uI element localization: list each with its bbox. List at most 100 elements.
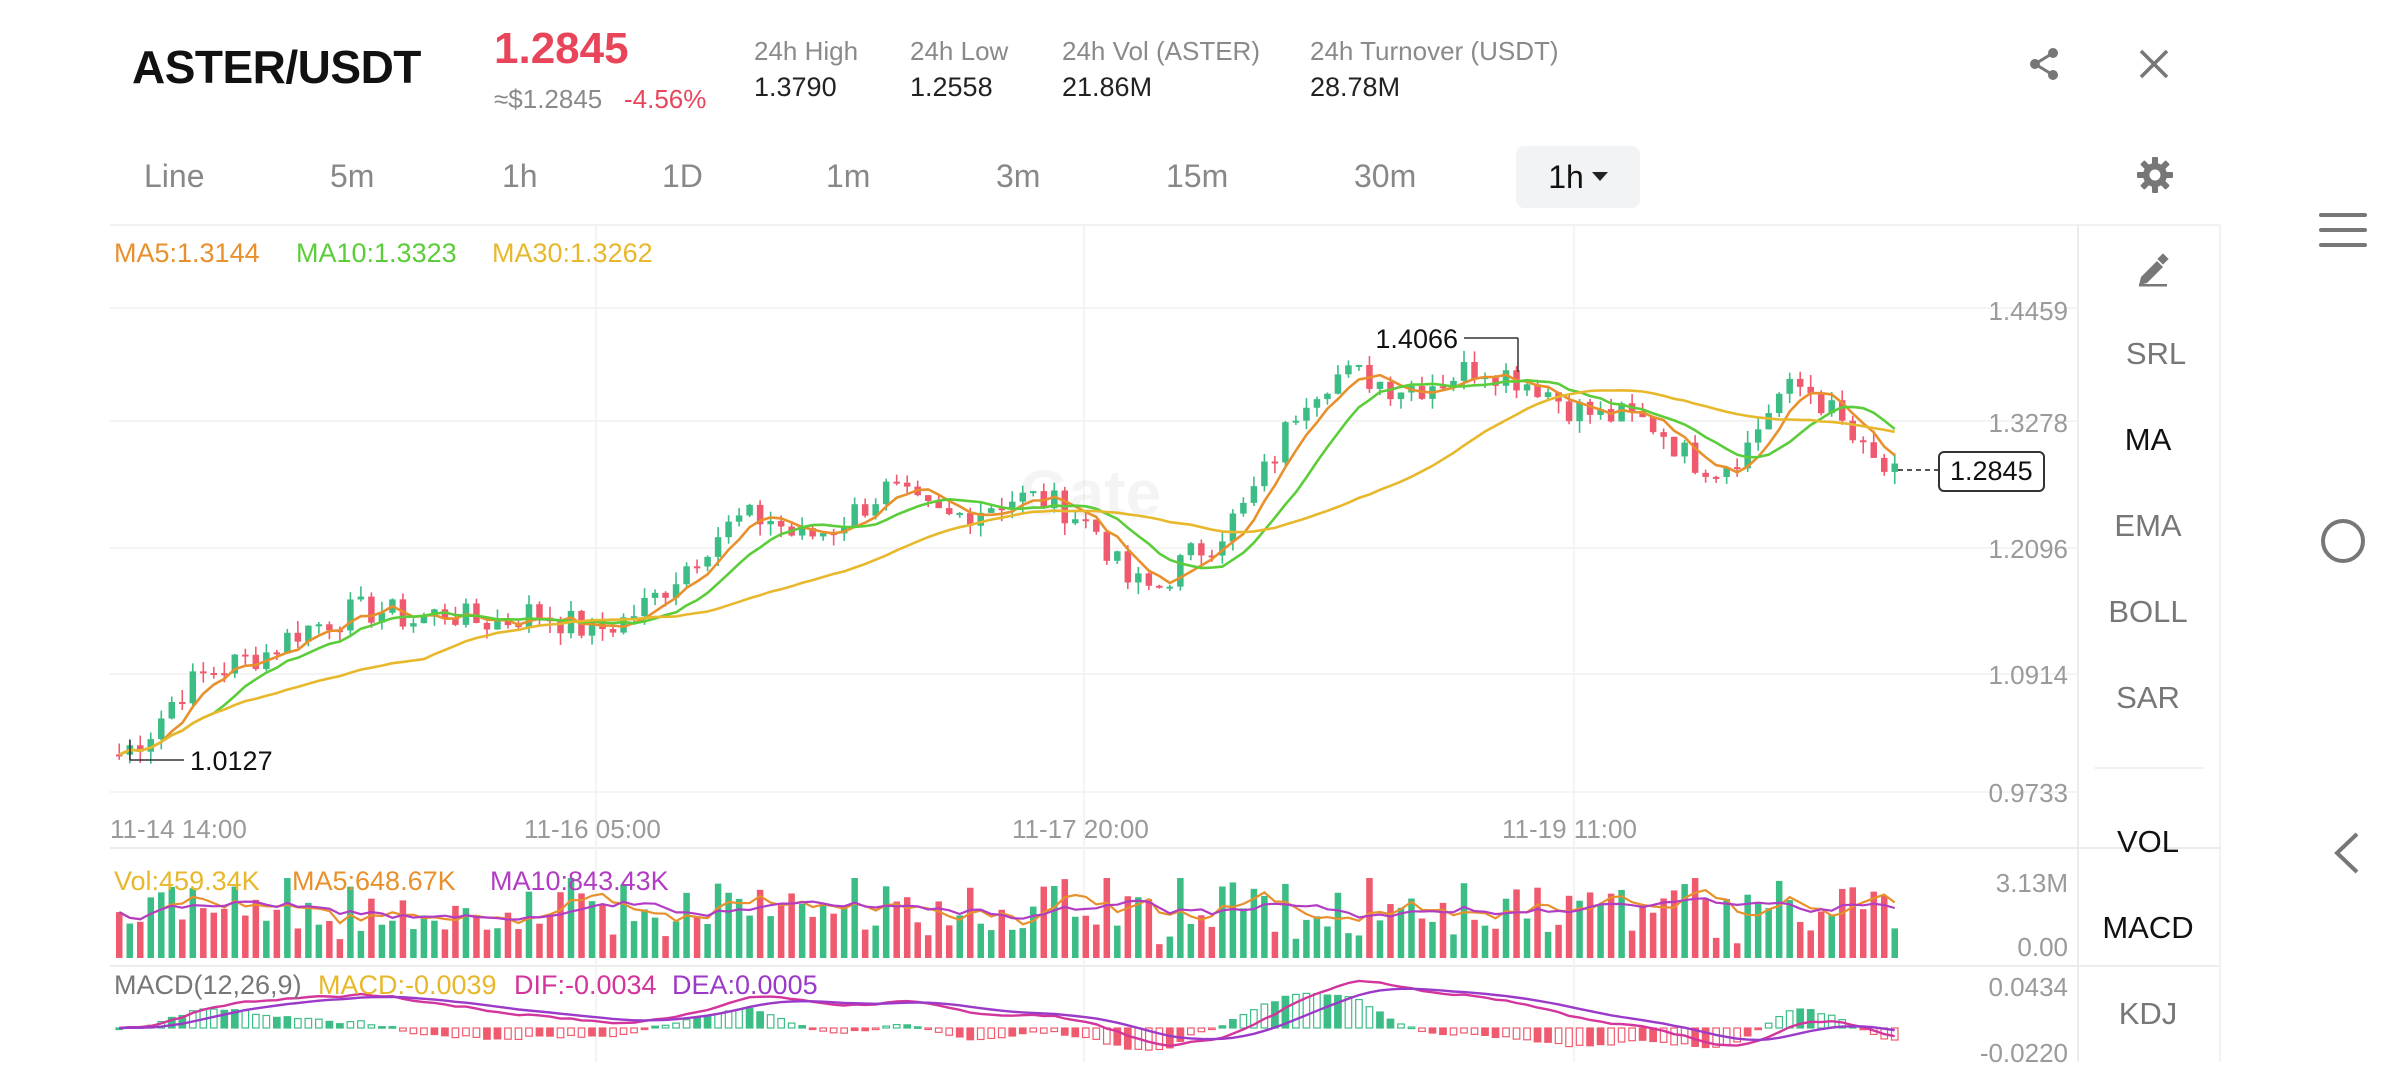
volume-bar — [1324, 926, 1331, 958]
macd-bar — [462, 1027, 470, 1037]
volume-bar — [189, 888, 197, 958]
macd-bar — [1050, 1027, 1059, 1033]
indicator-ma[interactable]: MA — [2124, 422, 2172, 457]
low-marker-label: 1.0127 — [190, 746, 273, 776]
volume-bar — [147, 897, 155, 958]
candle — [1838, 400, 1846, 421]
candle — [683, 566, 690, 585]
share-icon[interactable] — [2024, 44, 2064, 84]
indicator-vol[interactable]: VOL — [2116, 824, 2180, 859]
volume-bar — [1765, 908, 1772, 958]
watermark-text: Gate — [1019, 457, 1161, 529]
macd-title: MACD(12,26,9) — [114, 970, 302, 1000]
candle — [1030, 491, 1037, 494]
volume-bar — [1282, 883, 1289, 958]
macd-bar — [1544, 1027, 1552, 1043]
price-axis-label: 1.0914 — [1988, 660, 2068, 690]
macd-bar — [1733, 1027, 1742, 1043]
vol-ma10-legend: MA10:843.43K — [490, 866, 669, 896]
volume-bar — [1261, 895, 1268, 958]
price-axis-label: 0.9733 — [1988, 778, 2068, 808]
macd-bar — [1659, 1027, 1668, 1043]
macd-bar — [1365, 1006, 1374, 1029]
candle — [1691, 442, 1699, 473]
candle — [1796, 378, 1804, 387]
tab-5m[interactable]: 5m — [330, 158, 375, 194]
macd-bar — [241, 1010, 250, 1029]
circle-icon[interactable] — [2318, 516, 2368, 566]
candle — [1534, 384, 1541, 398]
volume-bar — [998, 909, 1006, 958]
macd-dea-line — [119, 987, 1895, 1042]
vol-ma5-legend: MA5:648.67K — [292, 866, 456, 896]
close-icon[interactable] — [2134, 44, 2174, 84]
indicator-boll[interactable]: BOLL — [2108, 594, 2188, 629]
volume-bar — [1135, 897, 1142, 958]
volume-bar — [1439, 902, 1447, 958]
volume-bar — [1817, 911, 1825, 958]
candle — [1250, 486, 1258, 503]
macd-bar — [693, 1017, 701, 1029]
volume-bar — [263, 920, 270, 958]
tab-1d[interactable]: 1D — [662, 158, 703, 194]
candle — [158, 718, 165, 740]
volume-bar — [536, 923, 543, 958]
volume-bar — [1397, 907, 1405, 958]
macd-bar — [1554, 1027, 1563, 1045]
back-icon[interactable] — [2326, 828, 2366, 878]
volume-bar — [378, 924, 386, 958]
volume-bar — [1093, 924, 1100, 958]
macd-bar — [588, 1027, 596, 1037]
macd-bar — [1039, 1027, 1048, 1034]
gear-icon[interactable] — [2134, 154, 2176, 196]
macd-bar — [903, 1024, 912, 1029]
volume-bar — [704, 923, 711, 958]
volume-bar — [599, 904, 606, 958]
tab-1m[interactable]: 1m — [826, 158, 871, 194]
indicator-kdj[interactable]: KDJ — [2118, 996, 2178, 1031]
indicator-sar[interactable]: SAR — [2116, 680, 2180, 715]
macd-bar — [682, 1019, 691, 1029]
tab-30m[interactable]: 30m — [1354, 158, 1417, 194]
macd-bar — [808, 1027, 817, 1031]
candle — [410, 623, 417, 627]
volume-bar — [1219, 886, 1226, 958]
candle — [662, 592, 669, 598]
volume-bar — [431, 920, 438, 958]
tab-3m[interactable]: 3m — [996, 158, 1041, 194]
candle — [714, 537, 722, 557]
volume-bar — [389, 920, 396, 958]
tab-line[interactable]: Line — [144, 158, 205, 194]
interval-dropdown[interactable]: 1h — [1516, 146, 1640, 208]
macd-bar — [325, 1020, 334, 1029]
volume-bar — [1229, 882, 1237, 958]
candle — [284, 632, 291, 654]
macd-bar — [798, 1025, 806, 1029]
vol-legend: Vol:459.34K — [114, 866, 260, 896]
candle — [1156, 585, 1163, 588]
macd-bar — [651, 1025, 659, 1029]
macd-bar — [188, 1010, 197, 1029]
volume-bar — [231, 886, 239, 958]
menu-icon[interactable] — [2318, 208, 2368, 252]
volume-bar — [357, 930, 365, 958]
indicator-srl[interactable]: SRL — [2125, 336, 2187, 371]
macd-bar — [272, 1016, 281, 1029]
candle — [630, 616, 638, 619]
candle — [903, 482, 911, 487]
volume-bar — [200, 908, 207, 958]
volume-bar — [399, 900, 407, 958]
indicator-macd[interactable]: MACD — [2102, 910, 2194, 945]
volume-bar — [1366, 878, 1373, 958]
indicator-ema[interactable]: EMA — [2114, 508, 2182, 543]
pencil-icon[interactable] — [2130, 246, 2176, 292]
volume-bar — [1796, 921, 1804, 958]
macd-bar — [1092, 1027, 1101, 1040]
tab-15m[interactable]: 15m — [1166, 158, 1229, 194]
candle — [326, 624, 333, 631]
candle — [525, 604, 533, 627]
tab-1h[interactable]: 1h — [502, 158, 538, 194]
volume-bar — [1576, 900, 1583, 958]
macd-bar — [1754, 1027, 1763, 1031]
